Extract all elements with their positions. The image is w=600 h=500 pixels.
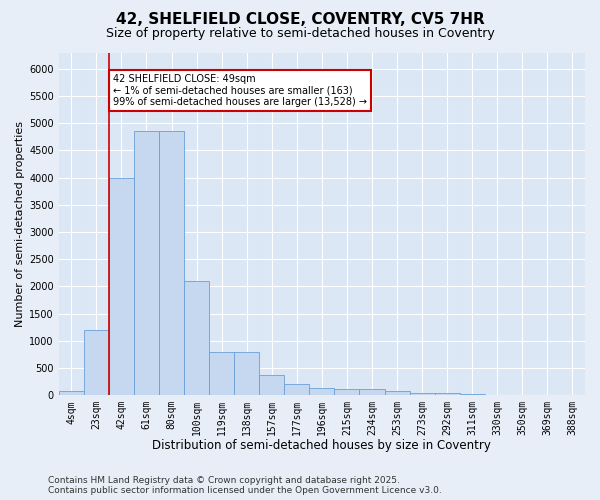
Bar — [234, 352, 259, 395]
X-axis label: Distribution of semi-detached houses by size in Coventry: Distribution of semi-detached houses by … — [152, 440, 491, 452]
Y-axis label: Number of semi-detached properties: Number of semi-detached properties — [15, 121, 25, 327]
Bar — [410, 392, 434, 395]
Bar — [134, 132, 159, 395]
Bar — [84, 330, 109, 395]
Text: 42 SHELFIELD CLOSE: 49sqm
← 1% of semi-detached houses are smaller (163)
99% of : 42 SHELFIELD CLOSE: 49sqm ← 1% of semi-d… — [113, 74, 367, 108]
Bar — [259, 374, 284, 395]
Bar — [460, 394, 485, 395]
Text: Contains HM Land Registry data © Crown copyright and database right 2025.
Contai: Contains HM Land Registry data © Crown c… — [48, 476, 442, 495]
Text: 42, SHELFIELD CLOSE, COVENTRY, CV5 7HR: 42, SHELFIELD CLOSE, COVENTRY, CV5 7HR — [116, 12, 484, 28]
Bar — [485, 394, 510, 395]
Bar — [59, 391, 84, 395]
Bar — [359, 389, 385, 395]
Bar — [109, 178, 134, 395]
Bar — [385, 391, 410, 395]
Bar — [310, 388, 334, 395]
Bar — [284, 384, 310, 395]
Bar — [184, 281, 209, 395]
Text: Size of property relative to semi-detached houses in Coventry: Size of property relative to semi-detach… — [106, 28, 494, 40]
Bar — [159, 132, 184, 395]
Bar — [209, 352, 234, 395]
Bar — [334, 388, 359, 395]
Bar — [434, 393, 460, 395]
